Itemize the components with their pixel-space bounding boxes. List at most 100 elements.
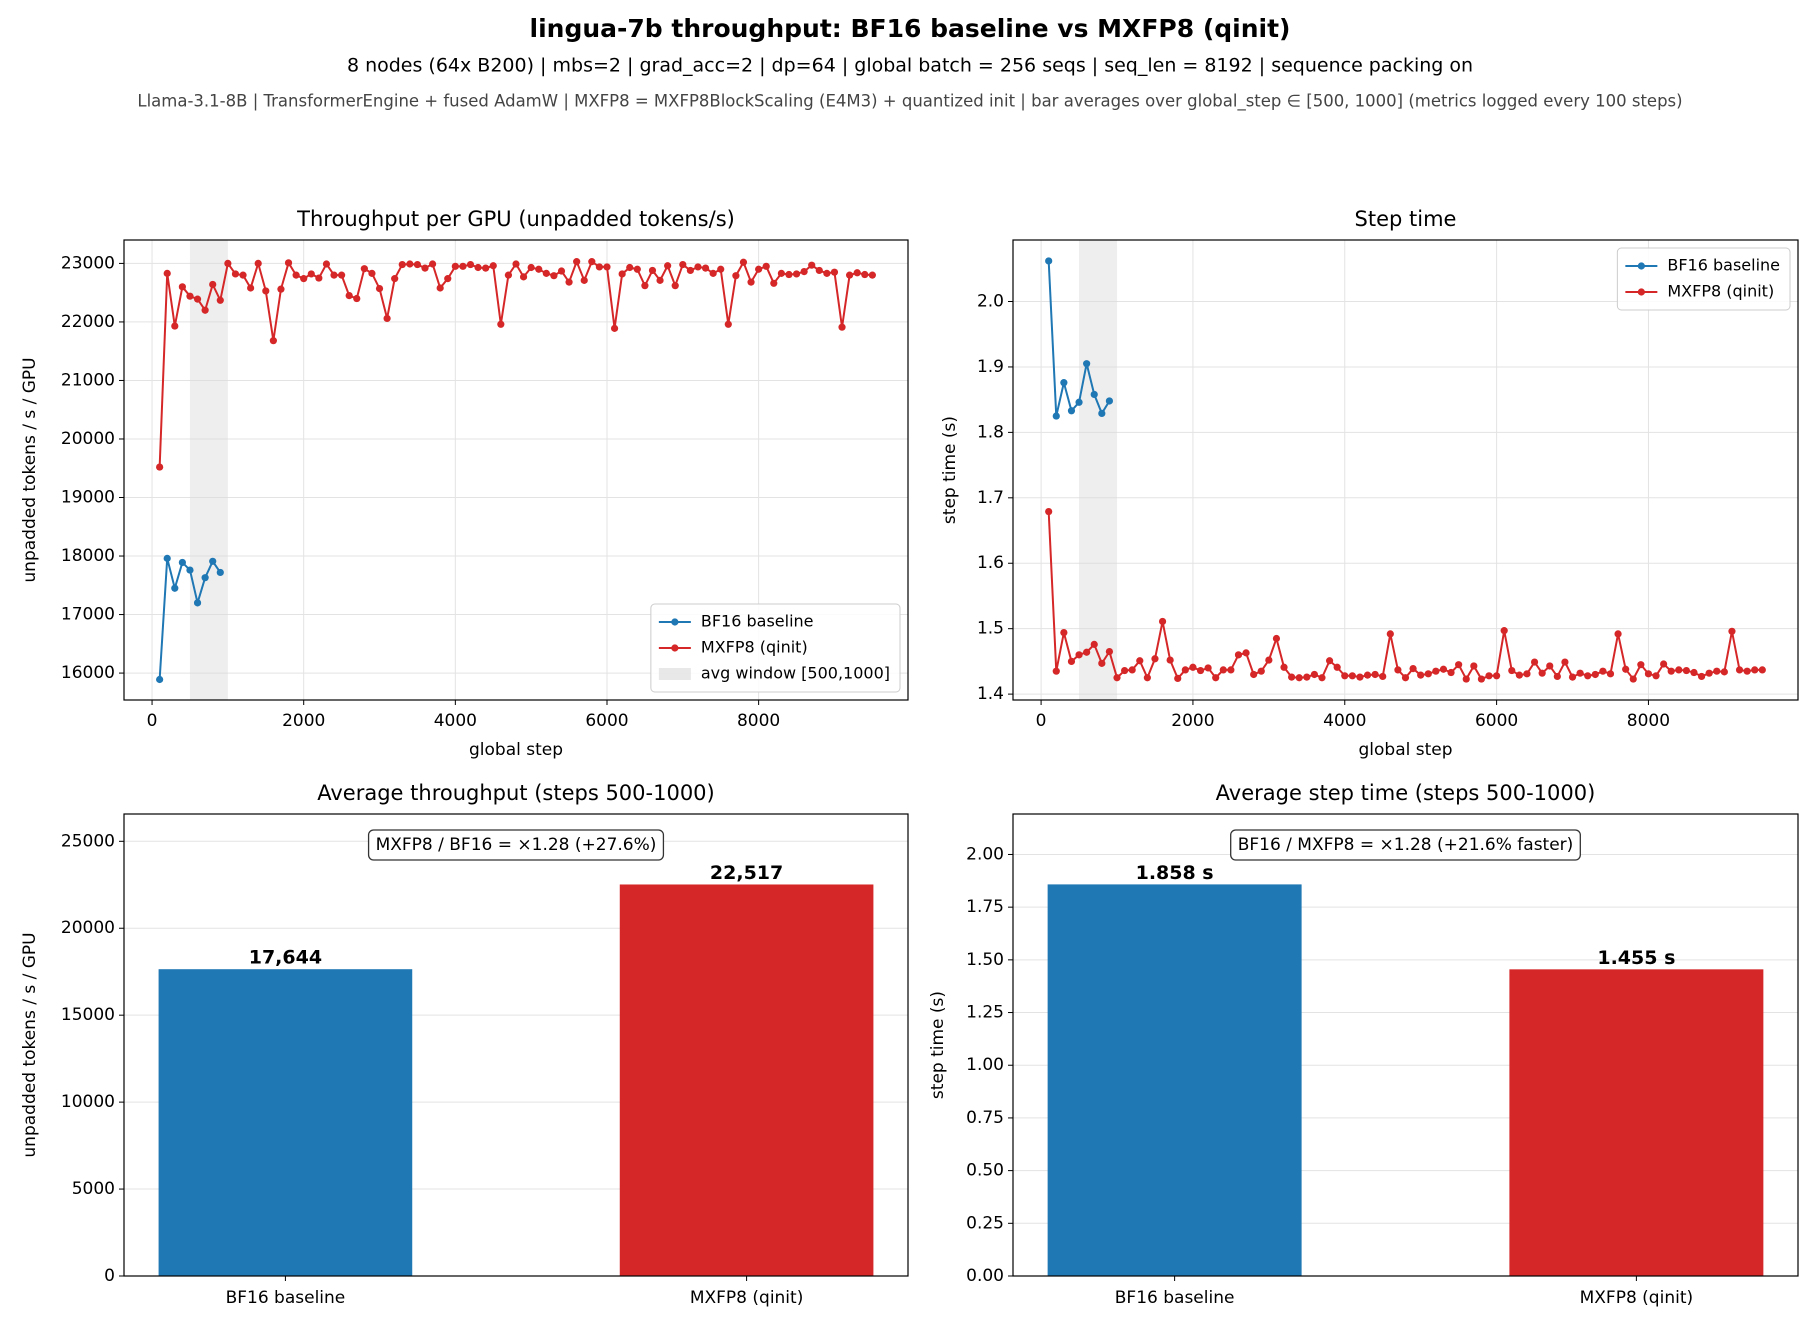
x-tick-label: 8000 (1627, 711, 1670, 731)
y-tick-label: 0.25 (966, 1213, 1004, 1233)
series-marker (694, 263, 702, 271)
series-marker (1622, 665, 1630, 673)
subplot-title: Average step time (steps 500-1000) (1216, 781, 1596, 805)
series-marker (466, 260, 475, 269)
series-marker (770, 279, 778, 287)
series-marker (868, 271, 876, 279)
series-marker (247, 284, 255, 292)
series-marker (1447, 668, 1455, 677)
legend-label: MXFP8 (qinit) (1667, 282, 1774, 301)
y-tick-label: 22000 (61, 312, 115, 332)
series-marker (626, 263, 634, 272)
y-tick-label: 18000 (61, 546, 115, 566)
series-marker (1356, 673, 1364, 681)
series-marker (1584, 672, 1592, 680)
series-marker (1720, 668, 1728, 676)
series-marker (1348, 672, 1356, 680)
series-marker (322, 260, 331, 268)
series-marker (269, 337, 277, 345)
series-marker (201, 574, 209, 582)
series-marker (603, 263, 611, 271)
series-marker (1697, 672, 1706, 681)
x-axis-label: global step (1358, 740, 1452, 760)
series-marker (315, 274, 323, 282)
series-marker (1386, 630, 1394, 638)
series-marker (1067, 657, 1076, 665)
axes-frame (1012, 813, 1799, 1277)
x-tick-label: MXFP8 (qinit) (690, 1288, 804, 1308)
series-marker (1045, 257, 1053, 265)
bar (619, 884, 874, 1276)
subplot-title: Step time (1355, 207, 1457, 231)
series-marker (1606, 670, 1615, 678)
series-marker (1325, 657, 1334, 665)
y-axis-label: unpadded tokens / s / GPU (20, 357, 40, 582)
y-tick-label: 1.4 (977, 684, 1004, 704)
series-marker (846, 271, 854, 279)
series-marker (163, 554, 171, 562)
series-marker (1660, 660, 1668, 668)
y-tick-label: 19000 (61, 488, 115, 508)
avg-window (1079, 240, 1118, 700)
series-marker (330, 271, 338, 279)
x-tick-label: 6000 (1475, 711, 1518, 731)
series-marker (1371, 670, 1379, 679)
series-marker (1105, 647, 1114, 656)
legend-swatch (671, 618, 679, 626)
series-marker (345, 291, 353, 300)
y-tick-label: 17000 (61, 605, 115, 625)
series-marker (1493, 672, 1501, 680)
series-marker (1439, 665, 1448, 673)
series-marker (1546, 662, 1554, 670)
series-marker (459, 262, 467, 270)
series-marker (1219, 666, 1227, 674)
series-marker (209, 557, 217, 565)
series-marker (648, 266, 657, 275)
y-tick-label: 0.00 (966, 1266, 1004, 1286)
series-marker (1614, 630, 1622, 638)
series-marker (1151, 655, 1159, 663)
series-marker (595, 263, 604, 271)
series-marker (413, 260, 422, 269)
annotation: BF16 / MXFP8 = ×1.28 (+21.6% faster) (1238, 835, 1574, 855)
series-marker (156, 675, 164, 684)
subplot-title: Average throughput (steps 500-1000) (317, 781, 715, 805)
series-marker (436, 284, 444, 292)
series-marker (1113, 674, 1121, 682)
series-marker (1682, 666, 1690, 675)
series-marker (1735, 666, 1744, 674)
series-marker (1508, 666, 1516, 675)
series-marker (284, 259, 293, 267)
series-marker (1675, 666, 1683, 674)
legend: BF16 baseline MXFP8 (qinit) avg window [50… (650, 603, 901, 693)
series-marker (1075, 398, 1083, 406)
y-tick-label: 0.75 (966, 1108, 1004, 1128)
series-marker (156, 463, 164, 471)
legend-label: BF16 baseline (1667, 256, 1780, 275)
series-marker (1318, 674, 1326, 682)
y-tick-label: 5000 (72, 1179, 115, 1199)
series-marker (504, 271, 513, 279)
series-marker (1090, 640, 1098, 648)
series-marker (861, 270, 869, 279)
legend-swatch (1637, 288, 1645, 296)
series-marker (1265, 656, 1273, 664)
series-marker (193, 599, 202, 607)
bar (158, 969, 413, 1276)
series-marker (1561, 658, 1569, 666)
legend-swatch (671, 644, 679, 652)
series-marker (1455, 661, 1463, 669)
series-marker (1204, 664, 1212, 672)
series-marker (1652, 672, 1660, 680)
axes-frame (1012, 239, 1799, 701)
series-marker (216, 296, 224, 304)
y-tick-label: 20000 (61, 429, 115, 449)
series-marker (550, 272, 558, 280)
y-tick-label: 21000 (61, 370, 115, 390)
series-marker (224, 259, 232, 268)
x-tick-label: MXFP8 (qinit) (1580, 1288, 1694, 1308)
series-marker (1083, 360, 1091, 368)
series-marker (1363, 671, 1372, 679)
series-marker (785, 270, 793, 279)
series-marker (1379, 672, 1387, 681)
